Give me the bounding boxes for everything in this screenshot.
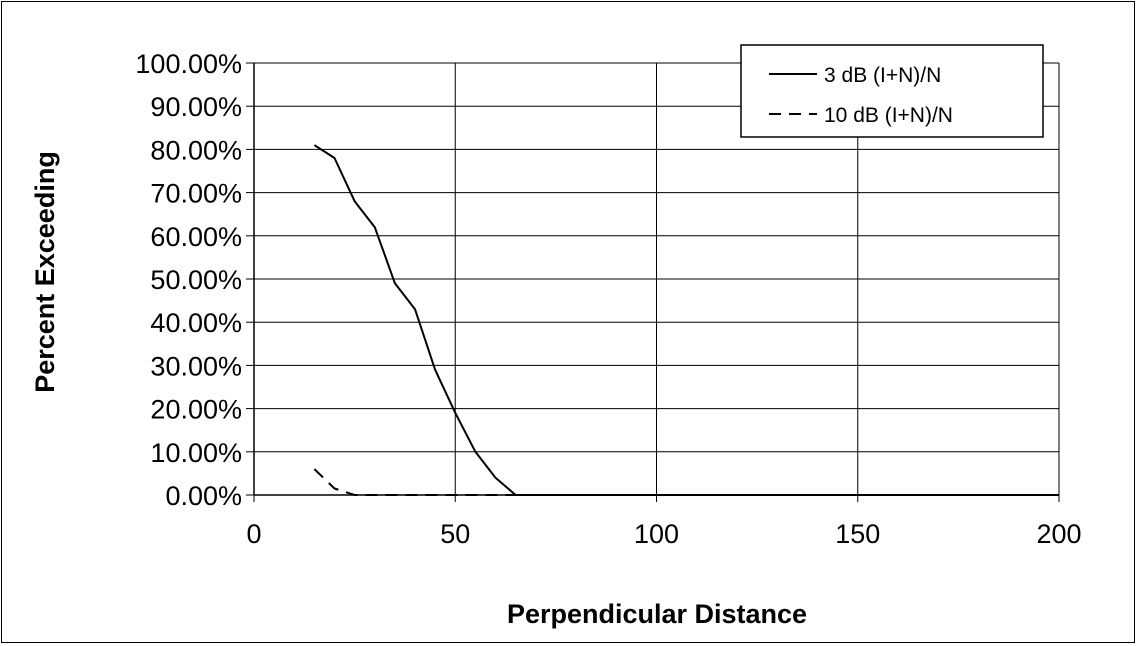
legend: 3 dB (I+N)/N 10 dB (I+N)/N — [740, 44, 1044, 138]
legend-box — [740, 44, 1044, 138]
x-tick-label: 150 — [835, 519, 880, 549]
gridlines — [254, 62, 1060, 496]
legend-label-10db: 10 dB (I+N)/N — [824, 104, 953, 127]
x-tick-label: 100 — [634, 519, 679, 549]
x-tick-label: 0 — [246, 519, 261, 549]
x-tick-label: 200 — [1036, 519, 1081, 549]
series-lines — [313, 144, 1059, 496]
series-line-1 — [313, 468, 1059, 496]
y-tick-label: 60.00% — [150, 222, 242, 252]
y-axis-title: Percent Exceeding — [30, 151, 60, 393]
y-tick-label: 50.00% — [150, 265, 242, 295]
x-axis-title: Perpendicular Distance — [507, 599, 807, 629]
x-tick-labels: 0 50 100 150 200 — [246, 519, 1081, 549]
y-tick-label: 80.00% — [150, 135, 242, 165]
y-tick-label: 90.00% — [150, 92, 242, 122]
y-tick-label: 40.00% — [150, 308, 242, 338]
y-tick-label: 100.00% — [135, 49, 242, 79]
y-tick-label: 0.00% — [165, 481, 242, 511]
y-tick-label: 70.00% — [150, 179, 242, 209]
y-tick-labels: 0.00% 10.00% 20.00% 30.00% 40.00% 50.00% 60.00… — [135, 49, 242, 511]
legend-label-3db: 3 dB (I+N)/N — [824, 64, 941, 87]
y-tick-label: 30.00% — [150, 351, 242, 381]
x-tick-label: 50 — [440, 519, 470, 549]
y-tick-label: 20.00% — [150, 395, 242, 425]
y-tick-label: 10.00% — [150, 438, 242, 468]
series-line-0 — [313, 144, 1059, 496]
